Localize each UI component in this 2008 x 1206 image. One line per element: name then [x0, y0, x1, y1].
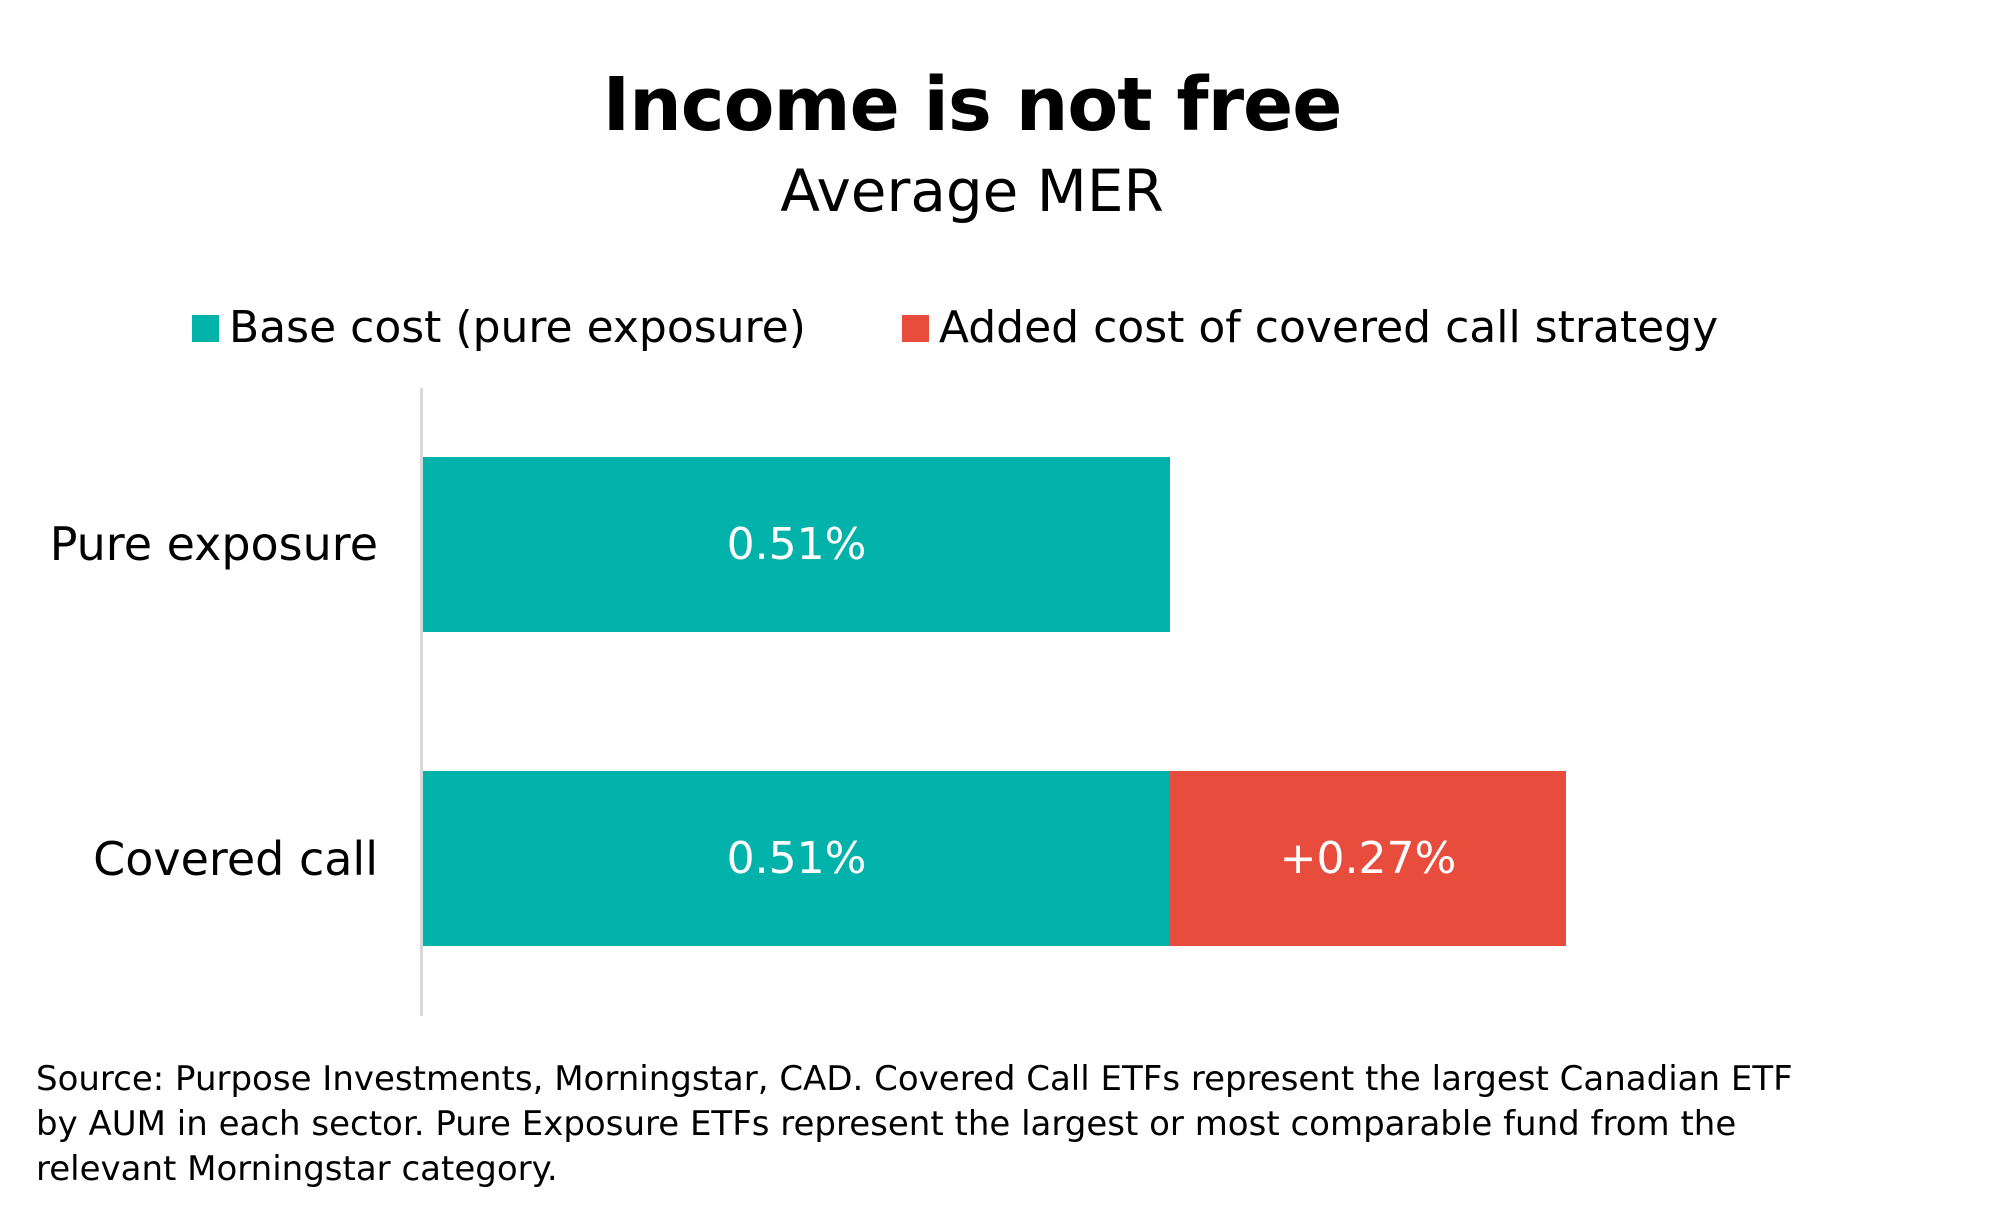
- legend-label: Added cost of covered call strategy: [938, 302, 1719, 353]
- bar-covered-call-base: 0.51%: [423, 771, 1170, 946]
- bar-covered-call-added: +0.27%: [1170, 771, 1566, 946]
- bar-value-label: 0.51%: [726, 518, 867, 570]
- legend-label: Base cost (pure exposure): [229, 302, 806, 353]
- chart-title: Income is not free: [602, 62, 1343, 148]
- category-label-pure-exposure: Pure exposure: [49, 517, 378, 571]
- footnote-line: relevant Morningstar category.: [36, 1149, 558, 1189]
- source-footnote: Source: Purpose Investments, Morningstar…: [36, 1057, 1976, 1192]
- legend-item-base-cost: Base cost (pure exposure): [192, 306, 806, 350]
- bar-value-label: +0.27%: [1279, 832, 1457, 884]
- legend: Base cost (pure exposure) Added cost of …: [192, 306, 1814, 350]
- category-label-covered-call: Covered call: [93, 832, 378, 886]
- category-axis-line: [420, 388, 423, 1016]
- footnote-line: by AUM in each sector. Pure Exposure ETF…: [36, 1104, 1737, 1144]
- legend-swatch-red: [901, 314, 929, 342]
- chart-subtitle: Average MER: [780, 157, 1164, 225]
- footnote-line: Source: Purpose Investments, Morningstar…: [36, 1059, 1793, 1099]
- legend-item-added-cost: Added cost of covered call strategy: [901, 302, 1719, 353]
- bar-pure-exposure-base: 0.51%: [423, 457, 1170, 632]
- legend-swatch-teal: [192, 314, 219, 342]
- bar-value-label: 0.51%: [726, 832, 867, 884]
